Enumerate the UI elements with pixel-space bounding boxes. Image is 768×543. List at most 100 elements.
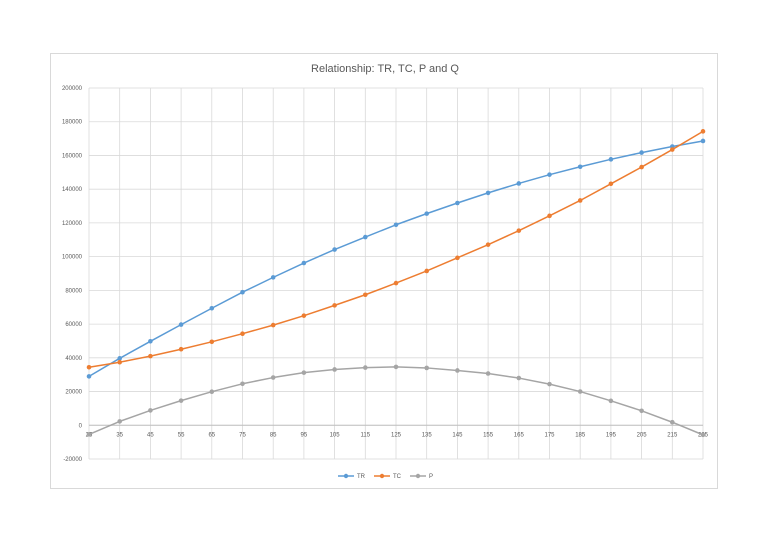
data-point-tc	[178, 346, 184, 352]
data-point-tc	[485, 242, 491, 247]
data-point-p	[301, 370, 307, 375]
x-tick-label: 65	[208, 432, 215, 438]
data-point-p	[424, 365, 430, 371]
y-tick-label: 140000	[62, 187, 83, 193]
x-tick-label: 195	[606, 432, 617, 438]
x-tick-label: 35	[116, 432, 123, 438]
data-point-tc	[455, 255, 460, 261]
data-point-tc	[393, 280, 399, 286]
data-point-tc	[608, 181, 614, 187]
y-tick-label: 200000	[62, 86, 83, 92]
x-tick-label: 145	[452, 432, 463, 438]
legend-item-tc: TC	[374, 473, 402, 480]
chart-plot: -20000 0 20000 40000 60000 80000 100000 120000 1…	[62, 86, 709, 480]
legend-marker	[379, 473, 385, 479]
data-point-p	[270, 375, 276, 380]
data-point-tr	[178, 322, 184, 327]
data-point-p	[117, 419, 122, 424]
data-point-tr	[393, 222, 399, 228]
data-point-tc	[700, 129, 706, 134]
legend-item-p: P	[410, 473, 433, 480]
data-point-tr	[332, 247, 337, 252]
x-tick-label: 205	[637, 432, 648, 438]
data-point-tr	[700, 138, 706, 144]
data-point-p	[608, 398, 614, 404]
y-tick-label: 100000	[62, 255, 83, 261]
data-point-tr	[270, 275, 276, 280]
data-point-tr	[608, 157, 614, 162]
data-point-tr	[240, 289, 245, 295]
data-point-tr	[455, 200, 460, 206]
x-tick-label: 215	[667, 432, 678, 438]
data-point-p	[547, 381, 552, 387]
data-point-p	[148, 408, 153, 413]
x-tick-label: 135	[422, 432, 433, 438]
y-tick-label: 80000	[65, 288, 82, 294]
x-tick-label: 185	[575, 432, 586, 438]
data-point-tc	[424, 268, 430, 274]
data-point-p	[332, 367, 337, 372]
data-point-tc	[270, 322, 276, 328]
data-point-tc	[516, 228, 522, 233]
legend-label: TR	[357, 474, 366, 480]
data-point-tr	[209, 305, 215, 311]
y-tick-label: 120000	[62, 221, 83, 227]
x-tick-label: 125	[391, 432, 402, 438]
data-point-p	[485, 371, 491, 376]
x-tick-label: 45	[147, 432, 154, 438]
data-point-tr	[639, 150, 644, 155]
axes: -20000 0 20000 40000 60000 80000 100000 120000 1…	[62, 86, 709, 463]
data-point-tr	[577, 164, 583, 170]
legend-marker	[343, 473, 349, 479]
data-point-p	[209, 389, 215, 395]
data-point-p	[178, 398, 184, 403]
data-point-tc	[240, 331, 245, 337]
y-tick-label: 180000	[62, 120, 83, 126]
y-tick-label: 0	[79, 423, 83, 429]
y-tick-label: 20000	[65, 390, 82, 396]
x-tick-label: 165	[514, 432, 525, 438]
data-point-p	[240, 381, 245, 387]
data-point-tr	[363, 234, 368, 240]
x-tick-label: 175	[544, 432, 555, 438]
legend-item-tr: TR	[338, 473, 366, 480]
x-tick-label: 85	[270, 432, 277, 438]
series-lines	[86, 129, 706, 438]
chart-area: Relationship: TR, TC, P and Q -20000 0 200…	[50, 53, 718, 489]
legend-label: P	[429, 474, 433, 480]
data-point-tr	[301, 260, 307, 266]
data-point-tr	[424, 211, 430, 216]
data-point-tr	[485, 190, 491, 196]
data-point-tc	[547, 213, 552, 219]
legend-label: TC	[393, 474, 402, 480]
data-point-p	[363, 365, 368, 370]
y-tick-label: 40000	[65, 356, 82, 362]
data-point-tr	[516, 181, 522, 186]
data-point-tr	[86, 374, 92, 379]
data-point-p	[577, 389, 583, 394]
data-point-p	[639, 408, 644, 414]
y-tick-label: -20000	[63, 457, 82, 463]
x-tick-label: 155	[483, 432, 494, 438]
y-tick-label: 160000	[62, 153, 83, 159]
data-point-tr	[547, 172, 552, 177]
legend-marker	[415, 473, 421, 479]
data-point-tc	[209, 339, 215, 345]
data-point-tc	[363, 292, 368, 298]
legend: TR TC P	[338, 473, 433, 480]
x-tick-label: 75	[239, 432, 246, 438]
data-point-p	[700, 432, 706, 438]
data-point-tr	[117, 356, 122, 361]
x-tick-label: 115	[361, 432, 371, 438]
data-point-p	[393, 364, 399, 370]
data-point-p	[455, 368, 460, 373]
data-point-tc	[86, 364, 92, 370]
gridlines	[88, 87, 704, 460]
x-tick-label: 55	[178, 432, 185, 438]
data-point-p	[516, 375, 522, 381]
chart-title: Relationship: TR, TC, P and Q	[311, 63, 459, 75]
data-point-p	[670, 419, 675, 425]
data-point-p	[86, 432, 92, 437]
y-tick-label: 60000	[65, 322, 82, 328]
x-tick-label: 95	[301, 432, 308, 438]
